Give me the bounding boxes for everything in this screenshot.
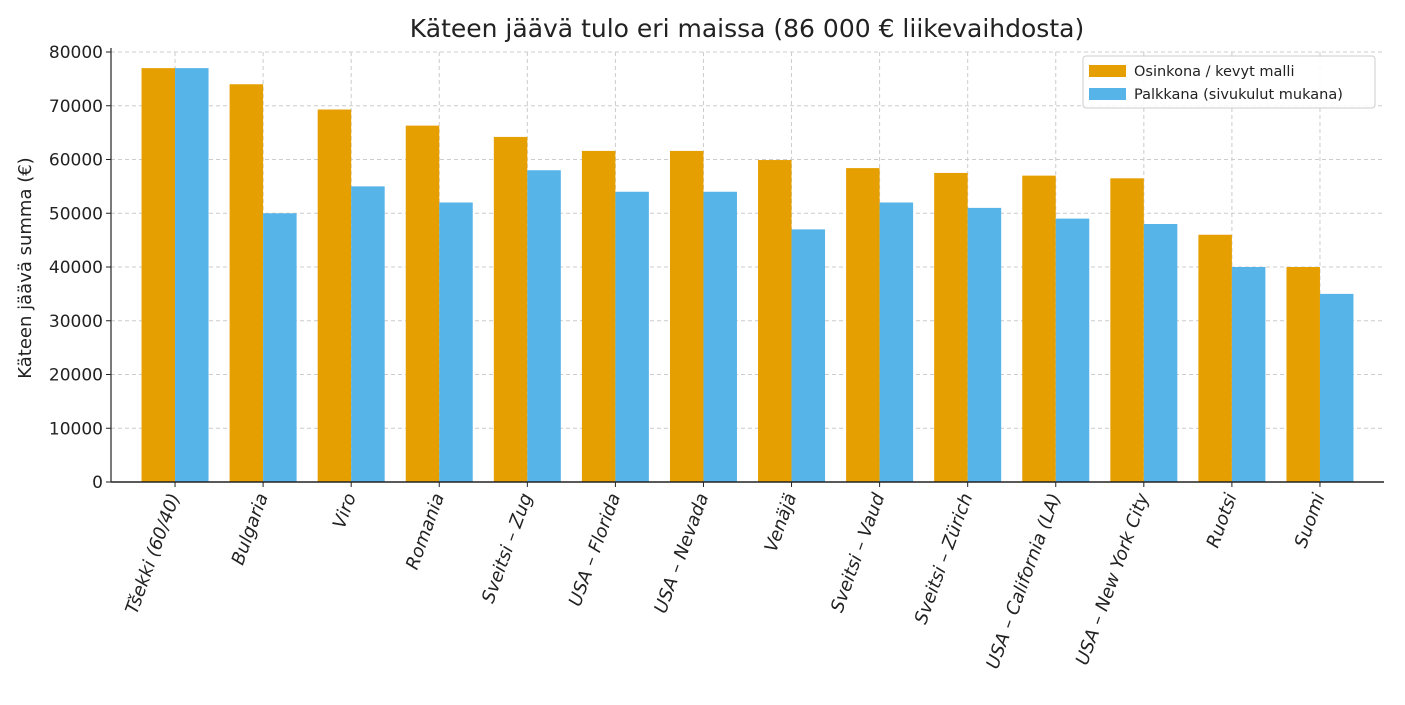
- bar-osinko: [405, 125, 440, 482]
- bar-palkka: [1055, 218, 1090, 482]
- bars-group: [141, 68, 1354, 483]
- x-tick-label: Sveitsi – Zürich: [911, 491, 978, 627]
- x-tick-label: Venäjä: [761, 491, 802, 555]
- y-axis-label: Käteen jäävä summa (€): [15, 157, 36, 378]
- y-tick-label: 70000: [49, 97, 103, 117]
- bar-palkka: [615, 191, 649, 482]
- y-tick-label: 50000: [49, 204, 103, 224]
- y-ticks: 0 10000 20000 30000 40000 50000 60000 70000 8000…: [49, 43, 111, 493]
- x-tick-label: USA – Nevada: [650, 491, 713, 617]
- x-tick-label: Romania: [402, 491, 449, 573]
- bar-osinko: [846, 168, 880, 482]
- bar-osinko: [934, 172, 968, 482]
- bar-osinko: [141, 68, 176, 482]
- bar-palkka: [1143, 224, 1178, 482]
- bar-osinko: [317, 109, 352, 482]
- legend-label: Osinkona / kevyt malli: [1134, 64, 1294, 80]
- bar-osinko: [669, 150, 704, 482]
- gridlines: [111, 51, 1384, 483]
- bar-palkka: [967, 207, 1002, 482]
- y-tick-label: 0: [92, 473, 103, 493]
- bar-osinko: [1110, 178, 1144, 482]
- bar-palkka: [1231, 267, 1266, 482]
- bar-palkka: [1319, 293, 1354, 482]
- bar-palkka: [263, 213, 297, 482]
- x-tick-label: Suomi: [1291, 491, 1330, 551]
- chart-title: Käteen jäävä tulo eri maissa (86 000 € l…: [410, 14, 1084, 43]
- legend-box: [1082, 55, 1376, 109]
- x-tick-label: Tšekki (60/40): [122, 491, 185, 617]
- x-tick-label: USA – California (LA): [982, 491, 1065, 672]
- bar-osinko: [1198, 234, 1232, 482]
- bar-osinko: [229, 84, 264, 482]
- bar-osinko: [1286, 267, 1320, 482]
- axes: [110, 48, 1384, 483]
- bar-palkka: [879, 202, 914, 482]
- y-tick-label: 10000: [49, 419, 103, 439]
- legend-swatch: [1089, 88, 1126, 100]
- bar-osinko: [1022, 175, 1056, 482]
- x-ticks: Tšekki (60/40) Bulgaria Viro Romania Sveitsi…: [122, 482, 1330, 672]
- bar-palkka: [175, 68, 209, 482]
- bar-palkka: [791, 229, 826, 482]
- bar-palkka: [527, 170, 561, 482]
- x-tick-label: Ruotsi: [1203, 491, 1242, 551]
- legend-label: Palkkana (sivukulut mukana): [1134, 87, 1343, 103]
- bar-osinko: [493, 136, 528, 483]
- bar-palkka: [351, 186, 385, 482]
- y-tick-label: 40000: [49, 258, 103, 278]
- y-tick-label: 60000: [49, 151, 103, 171]
- x-tick-label: Sveitsi – Vaud: [827, 490, 890, 615]
- x-tick-label: USA – Florida: [565, 491, 625, 610]
- x-tick-label: USA – New York City: [1072, 490, 1154, 668]
- y-tick-label: 80000: [49, 43, 103, 63]
- y-tick-label: 30000: [49, 312, 103, 332]
- legend-swatch: [1089, 65, 1126, 77]
- bar-osinko: [758, 160, 792, 482]
- bar-osinko: [581, 150, 616, 482]
- y-tick-label: 20000: [49, 366, 103, 386]
- x-tick-label: Bulgaria: [228, 491, 273, 568]
- x-tick-label: Viro: [329, 491, 361, 532]
- bar-palkka: [439, 202, 473, 482]
- bar-palkka: [703, 191, 737, 482]
- x-tick-label: Sveitsi – Zug: [478, 491, 537, 606]
- legend: Osinkona / kevyt malli Palkkana (sivukulu…: [1082, 55, 1376, 109]
